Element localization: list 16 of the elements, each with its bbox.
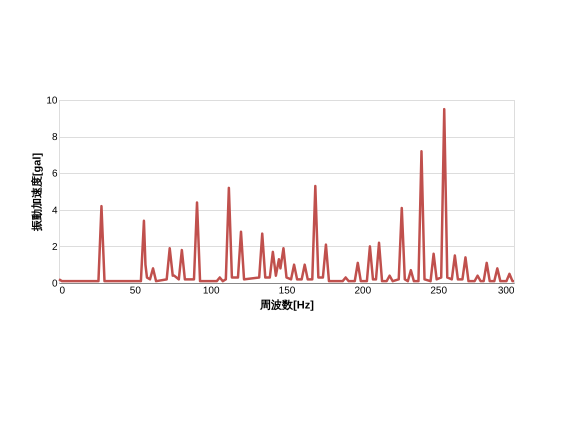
y-axis-title: 振動加速度[gal] (30, 152, 44, 232)
y-tick-label: 8 (52, 132, 58, 144)
x-tick-label: 300 (498, 286, 515, 296)
x-tick-label: 100 (202, 286, 220, 296)
x-tick-label: 0 (60, 286, 66, 296)
x-axis-title: 周波数[Hz] (259, 298, 314, 312)
x-tick-label: 250 (430, 286, 448, 296)
line-series (58, 108, 516, 282)
y-tick-label: 0 (52, 278, 58, 290)
x-tick-label: 200 (354, 286, 372, 296)
y-tick-label: 10 (46, 96, 58, 106)
x-tick-label: 150 (278, 286, 296, 296)
y-tick-label: 4 (52, 205, 58, 216)
y-tick-label: 6 (52, 168, 58, 180)
x-tick-label: 50 (130, 286, 142, 296)
y-tick-label: 2 (52, 242, 58, 253)
